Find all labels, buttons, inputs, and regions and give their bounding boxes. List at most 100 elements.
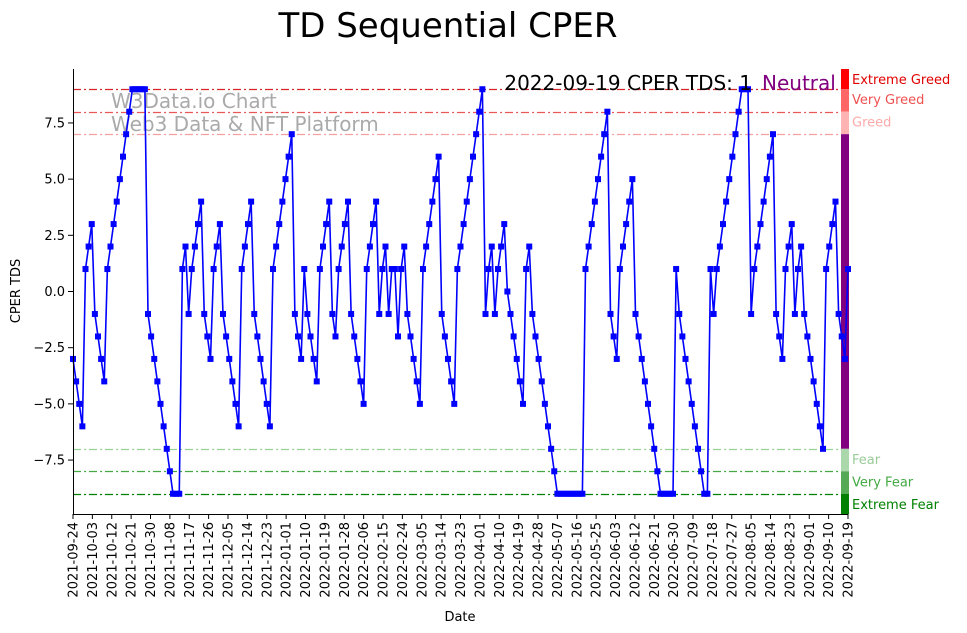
data-point	[395, 333, 401, 340]
data-point	[201, 310, 208, 317]
x-tick-label: 2021-10-03	[86, 522, 101, 598]
data-point	[154, 378, 161, 385]
data-point	[629, 176, 636, 183]
data-point	[76, 400, 83, 407]
x-tick-label: 2021-10-30	[144, 522, 159, 598]
data-point	[785, 243, 792, 250]
data-point	[323, 221, 330, 228]
data-point	[563, 490, 570, 497]
x-tick-label: 2022-04-01	[473, 522, 488, 598]
data-point	[673, 266, 680, 273]
y-tick-label: −5.0	[33, 397, 65, 412]
data-point	[666, 490, 673, 497]
zone-label-very-greed: Very Greed	[852, 93, 924, 108]
data-point	[107, 243, 114, 250]
data-point	[85, 243, 92, 250]
data-point	[420, 266, 426, 273]
data-point	[588, 221, 595, 228]
data-point	[426, 221, 433, 228]
data-point	[745, 86, 751, 93]
data-point	[613, 355, 620, 362]
data-point	[635, 333, 642, 340]
data-point	[491, 310, 498, 317]
y-tick-label: 0.0	[44, 285, 65, 300]
data-point	[748, 310, 755, 317]
x-tick-label: 2022-06-30	[667, 522, 682, 598]
data-point	[704, 490, 711, 497]
data-point	[207, 355, 214, 362]
data-point	[723, 198, 730, 205]
data-point	[388, 266, 395, 273]
data-point	[504, 288, 511, 295]
data-point	[651, 445, 658, 452]
data-point	[798, 243, 805, 250]
data-point	[135, 86, 142, 93]
zone-very-fear	[841, 471, 849, 494]
data-point	[695, 445, 701, 452]
data-point	[757, 221, 764, 228]
data-point	[423, 243, 430, 250]
data-point	[766, 153, 773, 160]
data-point	[820, 445, 826, 452]
data-point	[210, 266, 217, 273]
y-tick-label: −7.5	[33, 454, 65, 469]
data-point	[507, 310, 514, 317]
data-point	[416, 400, 423, 407]
data-point	[285, 153, 292, 160]
reference-lines	[73, 88, 841, 496]
x-tick-label: 2022-06-12	[628, 522, 643, 598]
data-point	[535, 355, 542, 362]
data-point	[373, 198, 380, 205]
data-point	[829, 221, 836, 228]
data-point	[513, 355, 520, 362]
data-point	[520, 400, 526, 407]
data-point	[579, 490, 586, 497]
data-point	[741, 86, 748, 93]
data-point	[220, 310, 226, 317]
y-tick-label: 5.0	[44, 173, 65, 188]
x-tick-label: 2022-09-10	[822, 522, 837, 598]
data-point	[604, 108, 611, 115]
data-point	[91, 310, 98, 317]
zone-greed	[841, 111, 849, 135]
x-tick-label: 2021-09-24	[67, 522, 82, 598]
data-point	[341, 221, 348, 228]
data-point	[679, 333, 686, 340]
data-point	[676, 310, 683, 317]
data-point	[523, 266, 530, 273]
data-point	[435, 153, 442, 160]
data-point	[313, 378, 320, 385]
data-point	[526, 243, 533, 250]
data-point	[804, 333, 811, 340]
data-point	[438, 310, 445, 317]
latest-annotation: 2022-09-19 CPER TDS: 1 Neutral	[504, 71, 835, 95]
x-tick-label: 2022-05-16	[570, 522, 585, 598]
data-point	[601, 131, 608, 138]
data-point	[482, 310, 489, 317]
data-point	[570, 490, 576, 497]
series-line	[72, 88, 849, 495]
data-point	[157, 400, 164, 407]
x-tick-label: 2021-11-17	[183, 522, 198, 598]
data-point	[366, 243, 373, 250]
x-tick-label: 2022-07-27	[725, 522, 740, 598]
data-point	[773, 310, 780, 317]
data-point	[116, 176, 123, 183]
zone-neutral	[841, 134, 849, 449]
x-tick-label: 2022-03-23	[454, 522, 469, 598]
data-point	[226, 355, 233, 362]
data-point	[841, 355, 848, 362]
data-point	[176, 490, 183, 497]
zone-label-extreme-greed: Extreme Greed	[852, 73, 950, 88]
data-point	[610, 333, 617, 340]
data-point	[110, 221, 117, 228]
zone-label-very-fear: Very Fear	[852, 475, 914, 490]
data-point	[454, 266, 461, 273]
data-point	[148, 333, 155, 340]
data-point	[132, 86, 139, 93]
data-point	[654, 468, 661, 475]
data-point	[270, 266, 276, 273]
data-point	[626, 198, 633, 205]
data-point	[488, 243, 495, 250]
data-point	[623, 221, 630, 228]
